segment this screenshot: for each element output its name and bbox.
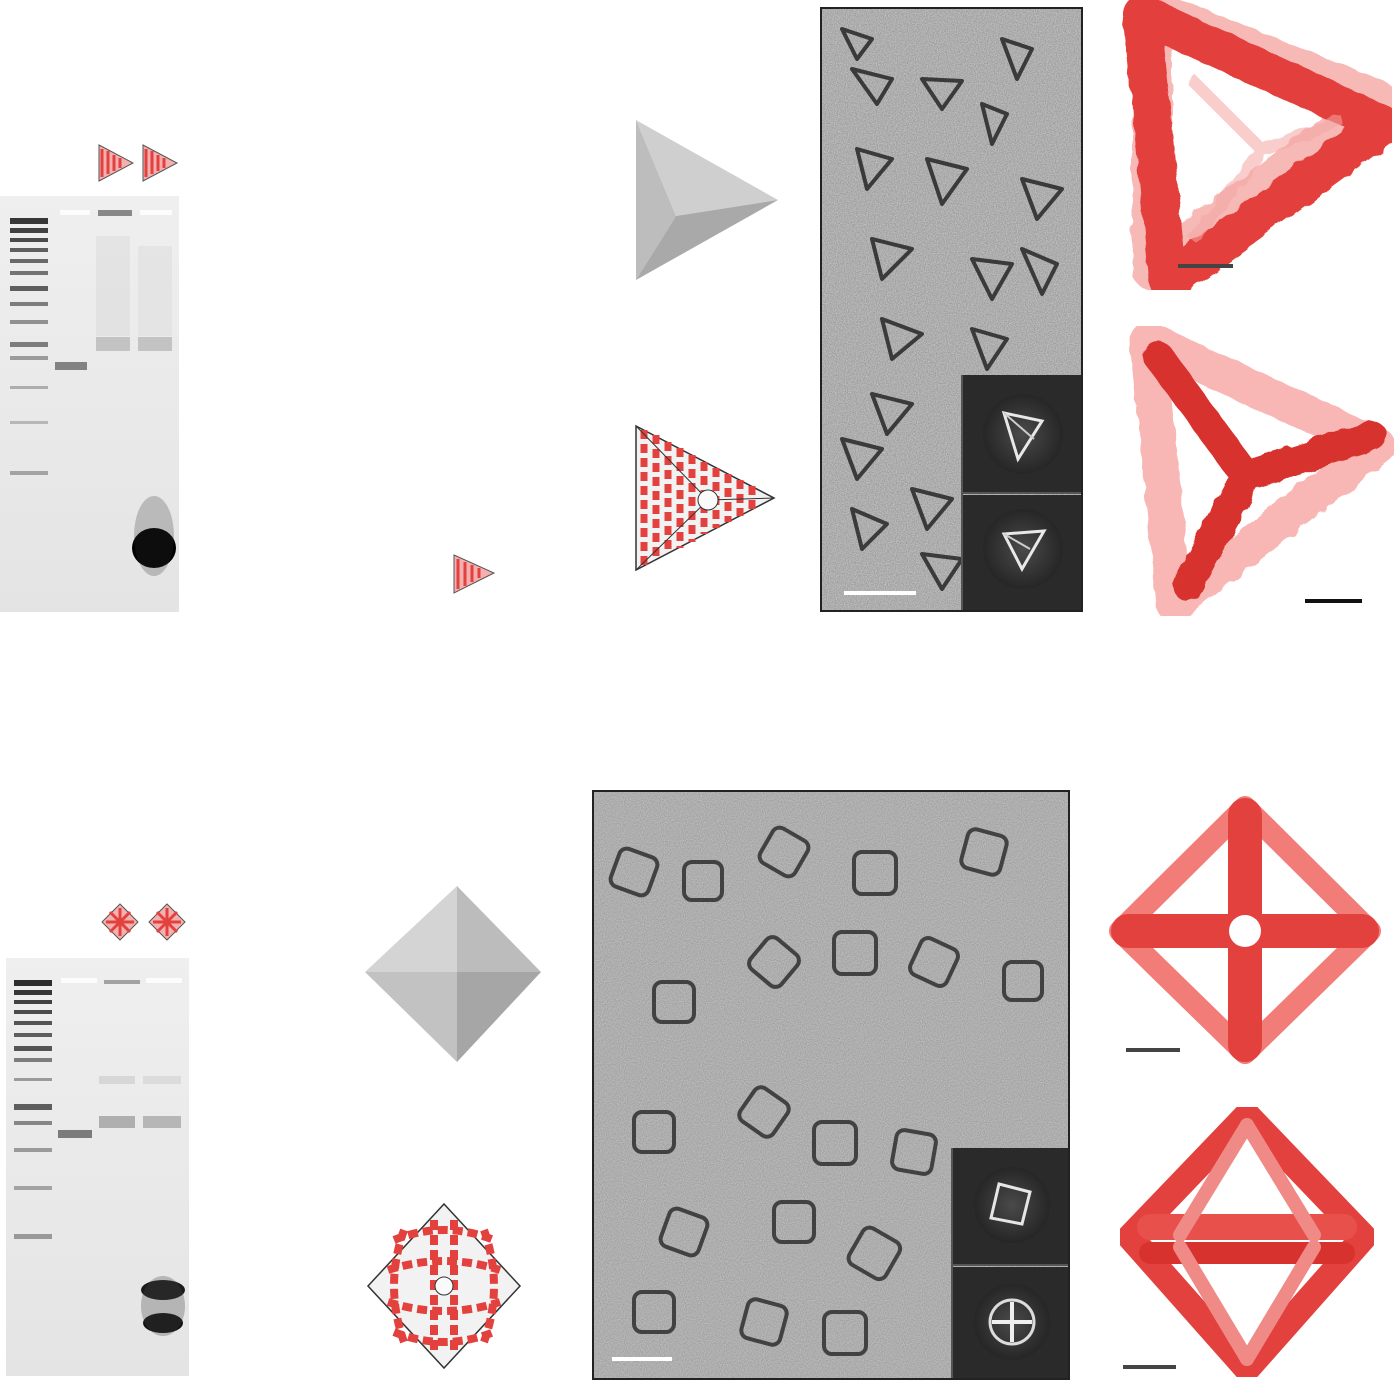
class-average-1	[962, 375, 1081, 493]
class-average-2	[952, 1267, 1068, 1378]
class-average-2	[962, 495, 1081, 610]
octahedron-map-edge-view	[1120, 1107, 1374, 1377]
class-average-1	[952, 1148, 1068, 1265]
octahedron-origami-icon	[147, 902, 187, 942]
scale-bar	[1126, 1048, 1180, 1052]
octahedron-shape-icon	[365, 886, 541, 1062]
cryo-em-micrograph-tetrahedron	[820, 7, 1083, 612]
tetrahedron-origami-icon	[450, 551, 496, 597]
agarose-gel-octahedron	[6, 958, 189, 1376]
tetrahedron-map-face-view	[1122, 0, 1392, 290]
octahedron-origami-icon	[100, 902, 140, 942]
scale-bar	[1305, 599, 1362, 603]
tetrahedron-shape-icon	[636, 120, 778, 280]
tetrahedron-map-vertex-view	[1128, 326, 1394, 616]
dna-origami-tetrahedron-model	[628, 420, 776, 574]
agarose-gel-tetrahedron	[0, 196, 179, 612]
octahedron-map-vertex-view	[1108, 795, 1382, 1065]
scale-bar	[612, 1357, 672, 1361]
scale-bar	[1123, 1365, 1176, 1369]
scale-bar	[1178, 264, 1233, 268]
tetrahedron-origami-icon	[97, 143, 135, 183]
tetrahedron-origami-icon	[141, 143, 179, 183]
cryo-em-micrograph-octahedron	[592, 790, 1070, 1380]
dna-origami-octahedron-model	[364, 1200, 524, 1372]
scale-bar	[844, 591, 916, 595]
